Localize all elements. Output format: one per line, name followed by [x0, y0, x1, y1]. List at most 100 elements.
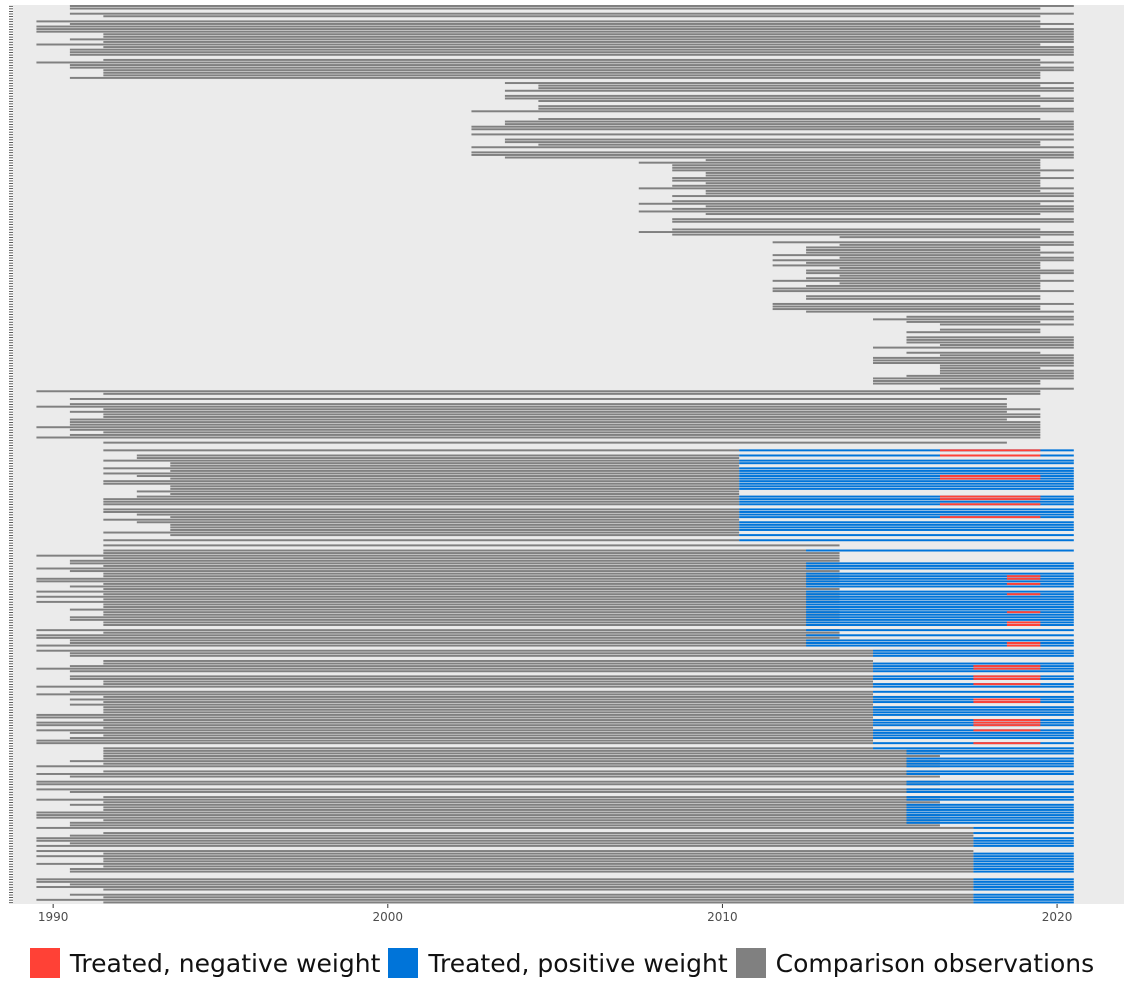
- comparison-cell: [69, 51, 1074, 54]
- treated-positive-cell: [806, 564, 1074, 567]
- comparison-cell: [939, 387, 1074, 390]
- treated-negative-cell: [1006, 642, 1041, 644]
- comparison-cell: [103, 598, 840, 601]
- treated-positive-cell: [906, 760, 1074, 763]
- comparison-cell: [36, 595, 840, 598]
- comparison-cell: [103, 603, 840, 606]
- comparison-cell: [772, 254, 1041, 257]
- comparison-cell: [538, 118, 1041, 120]
- comparison-cell: [471, 146, 1074, 149]
- treated-positive-cell: [973, 870, 1074, 873]
- comparison-cell: [939, 372, 1074, 375]
- treated-positive-cell: [873, 713, 1074, 716]
- comparison-cell: [170, 464, 740, 467]
- treated-positive-cell: [873, 675, 1074, 678]
- comparison-cell: [36, 773, 940, 775]
- legend: Treated, negative weight Treated, positi…: [0, 948, 1124, 978]
- treated-positive-cell: [806, 593, 1074, 596]
- comparison-cell: [873, 380, 1041, 382]
- comparison-cell: [839, 236, 1041, 239]
- comparison-cell: [839, 256, 1074, 259]
- treated-positive-cell: [806, 639, 1074, 642]
- treated-positive-cell: [806, 600, 1074, 603]
- treated-positive-cell: [873, 729, 1074, 732]
- treated-positive-cell: [739, 508, 1074, 511]
- comparison-cell: [103, 582, 840, 585]
- comparison-cell: [69, 703, 874, 706]
- comparison-cell: [69, 690, 874, 693]
- comparison-cell: [672, 218, 1074, 221]
- comparison-cell: [36, 783, 940, 786]
- comparison-cell: [69, 675, 874, 678]
- treated-positive-cell: [873, 708, 1074, 711]
- comparison-cell: [672, 184, 1041, 187]
- comparison-cell: [638, 231, 1074, 234]
- x-tick-label: 1990: [38, 910, 69, 924]
- comparison-cell: [672, 164, 1041, 167]
- comparison-cell: [69, 66, 1074, 69]
- comparison-cell: [103, 796, 940, 799]
- treated-positive-cell: [873, 665, 1074, 668]
- comparison-cell: [103, 659, 874, 662]
- comparison-cell: [103, 575, 840, 578]
- comparison-cell: [538, 143, 1041, 146]
- treated-positive-cell: [806, 549, 1074, 552]
- comparison-cell: [103, 508, 740, 511]
- comparison-cell: [36, 554, 840, 557]
- comparison-cell: [103, 449, 740, 452]
- comparison-cell: [69, 433, 1041, 436]
- treated-positive-cell: [873, 734, 1074, 737]
- treated-negative-cell: [973, 677, 1041, 680]
- treated-positive-cell: [739, 475, 1074, 478]
- comparison-cell: [69, 421, 1041, 424]
- comparison-cell: [69, 893, 974, 896]
- comparison-cell: [69, 64, 1041, 67]
- comparison-cell: [36, 580, 840, 583]
- legend-item-positive: Treated, positive weight: [388, 948, 728, 978]
- comparison-cell: [69, 7, 1041, 10]
- comparison-cell: [103, 415, 1041, 418]
- comparison-cell: [103, 806, 940, 809]
- comparison-cell: [806, 246, 1041, 249]
- comparison-cell: [939, 369, 1074, 372]
- treated-positive-cell: [806, 562, 1074, 565]
- comparison-cell: [103, 572, 840, 575]
- comparison-cell: [705, 174, 1041, 177]
- comparison-cell: [705, 159, 1041, 162]
- comparison-cell: [36, 765, 940, 768]
- comparison-cell: [504, 82, 1074, 85]
- comparison-cell: [672, 200, 1074, 203]
- treated-positive-cell: [906, 811, 1074, 814]
- comparison-cell: [36, 405, 1007, 408]
- comparison-cell: [69, 775, 940, 778]
- treated-positive-cell: [806, 616, 1074, 619]
- comparison-cell: [36, 839, 974, 842]
- comparison-cell: [69, 790, 940, 793]
- comparison-cell: [69, 423, 1041, 426]
- treated-positive-cell: [806, 608, 1074, 611]
- treated-positive-cell: [973, 826, 1074, 829]
- treated-positive-cell: [906, 819, 1074, 822]
- comparison-cell: [36, 567, 840, 570]
- comparison-cell: [69, 22, 1074, 25]
- treated-negative-cell: [973, 721, 1041, 724]
- treated-positive-cell: [873, 683, 1074, 686]
- comparison-cell: [69, 760, 940, 763]
- legend-label-comparison: Comparison observations: [775, 948, 1095, 978]
- comparison-cell: [772, 290, 1074, 293]
- treated-negative-cell: [973, 742, 1041, 745]
- comparison-cell: [103, 482, 740, 485]
- legend-item-negative: Treated, negative weight: [29, 948, 380, 978]
- comparison-cell: [69, 652, 874, 655]
- treated-positive-cell: [973, 837, 1074, 840]
- treated-negative-cell: [973, 701, 1041, 704]
- treated-positive-cell: [806, 618, 1074, 621]
- comparison-cell: [103, 726, 874, 729]
- comparison-cell: [103, 503, 740, 506]
- comparison-cell: [36, 600, 840, 603]
- comparison-cell: [36, 636, 840, 639]
- comparison-cell: [69, 570, 840, 573]
- comparison-cell: [136, 513, 740, 516]
- treated-positive-cell: [806, 642, 1074, 644]
- treated-negative-cell: [1006, 644, 1041, 647]
